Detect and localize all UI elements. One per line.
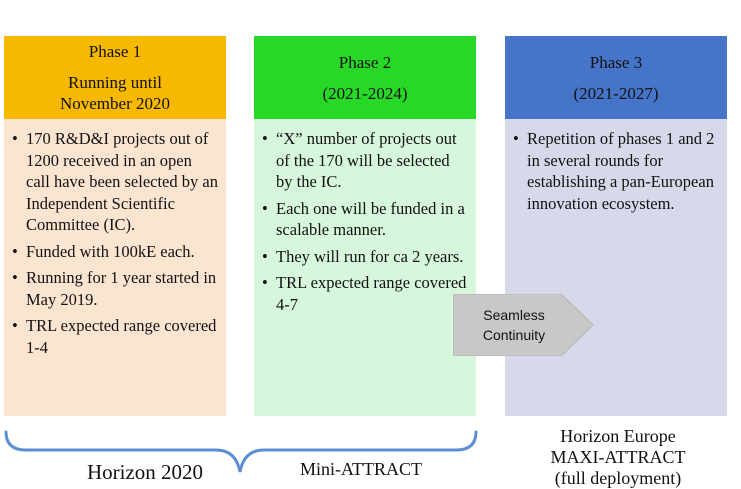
brace-line: [4, 430, 478, 473]
phase-2-bullet: TRL expected range covered 4-7: [262, 272, 468, 315]
phase-3-subtitle: (2021-2027): [573, 83, 659, 103]
continuity-label-line-2: Continuity: [482, 327, 546, 343]
mini-attract-label: Mini-ATTRACT: [299, 459, 422, 479]
horizon-europe-line-3: (full deployment): [554, 468, 682, 488]
phase-2-bullet: “X” number of projects out of the 170 wi…: [262, 128, 468, 193]
continuity-arrow: [453, 294, 593, 356]
phase-1-bullet-list: 170 R&D&I projects out of 1200 received …: [12, 128, 218, 358]
phase-2-bullet: Each one will be funded in a scalable ma…: [262, 198, 468, 241]
phase-1-bullet: Running for 1 year started in May 2019.: [12, 267, 218, 310]
phase-3-column: Phase 3 (2021-2027) Repetition of phases…: [505, 36, 727, 416]
phase-2-bullet: They will run for ca 2 years.: [262, 246, 468, 268]
phase-2-column: Phase 2 (2021-2024) “X” number of projec…: [254, 36, 476, 416]
phase-1-body: 170 R&D&I projects out of 1200 received …: [4, 119, 226, 416]
phase-3-body: Repetition of phases 1 and 2 in several …: [505, 119, 727, 416]
phase-1-subtitle-line-2: November 2020: [59, 94, 170, 113]
horizon-2020-label: Horizon 2020: [86, 460, 204, 484]
continuity-arrow-shape: [453, 294, 593, 356]
horizon-europe-line-2: MAXI-ATTRACT: [550, 447, 686, 467]
phase-1-title: Phase 1: [88, 42, 142, 61]
phase-3-bullet: Repetition of phases 1 and 2 in several …: [513, 128, 719, 214]
horizon-europe-line-1: Horizon Europe: [560, 426, 676, 446]
program-brace: [4, 430, 478, 473]
phase-1-bullet: Funded with 100kE each.: [12, 241, 218, 263]
phase-2-subtitle: (2021-2024): [322, 83, 408, 103]
continuity-label-line-1: Seamless: [483, 307, 545, 323]
continuity-arrow-label: Seamless Continuity: [453, 294, 575, 356]
phase-1-bullet: TRL expected range covered 1-4: [12, 315, 218, 358]
phase-2-bullet-list: “X” number of projects out of the 170 wi…: [262, 128, 468, 315]
phase-2-title: Phase 2: [338, 52, 392, 72]
phase-3-bullet-list: Repetition of phases 1 and 2 in several …: [513, 128, 719, 214]
horizon-europe-label: Horizon Europe MAXI-ATTRACT (full deploy…: [518, 426, 718, 489]
phase-3-title: Phase 3: [589, 52, 643, 72]
phase-1-bullet: 170 R&D&I projects out of 1200 received …: [12, 128, 218, 236]
phase-1-header: Phase 1 Running until November 2020: [4, 36, 226, 119]
phase-2-body: “X” number of projects out of the 170 wi…: [254, 119, 476, 416]
phase-1-column: Phase 1 Running until November 2020 170 …: [4, 36, 226, 416]
phase-3-header: Phase 3 (2021-2027): [505, 36, 727, 119]
phase-2-header: Phase 2 (2021-2024): [254, 36, 476, 119]
phase-1-subtitle-line-1: Running until: [68, 73, 162, 92]
